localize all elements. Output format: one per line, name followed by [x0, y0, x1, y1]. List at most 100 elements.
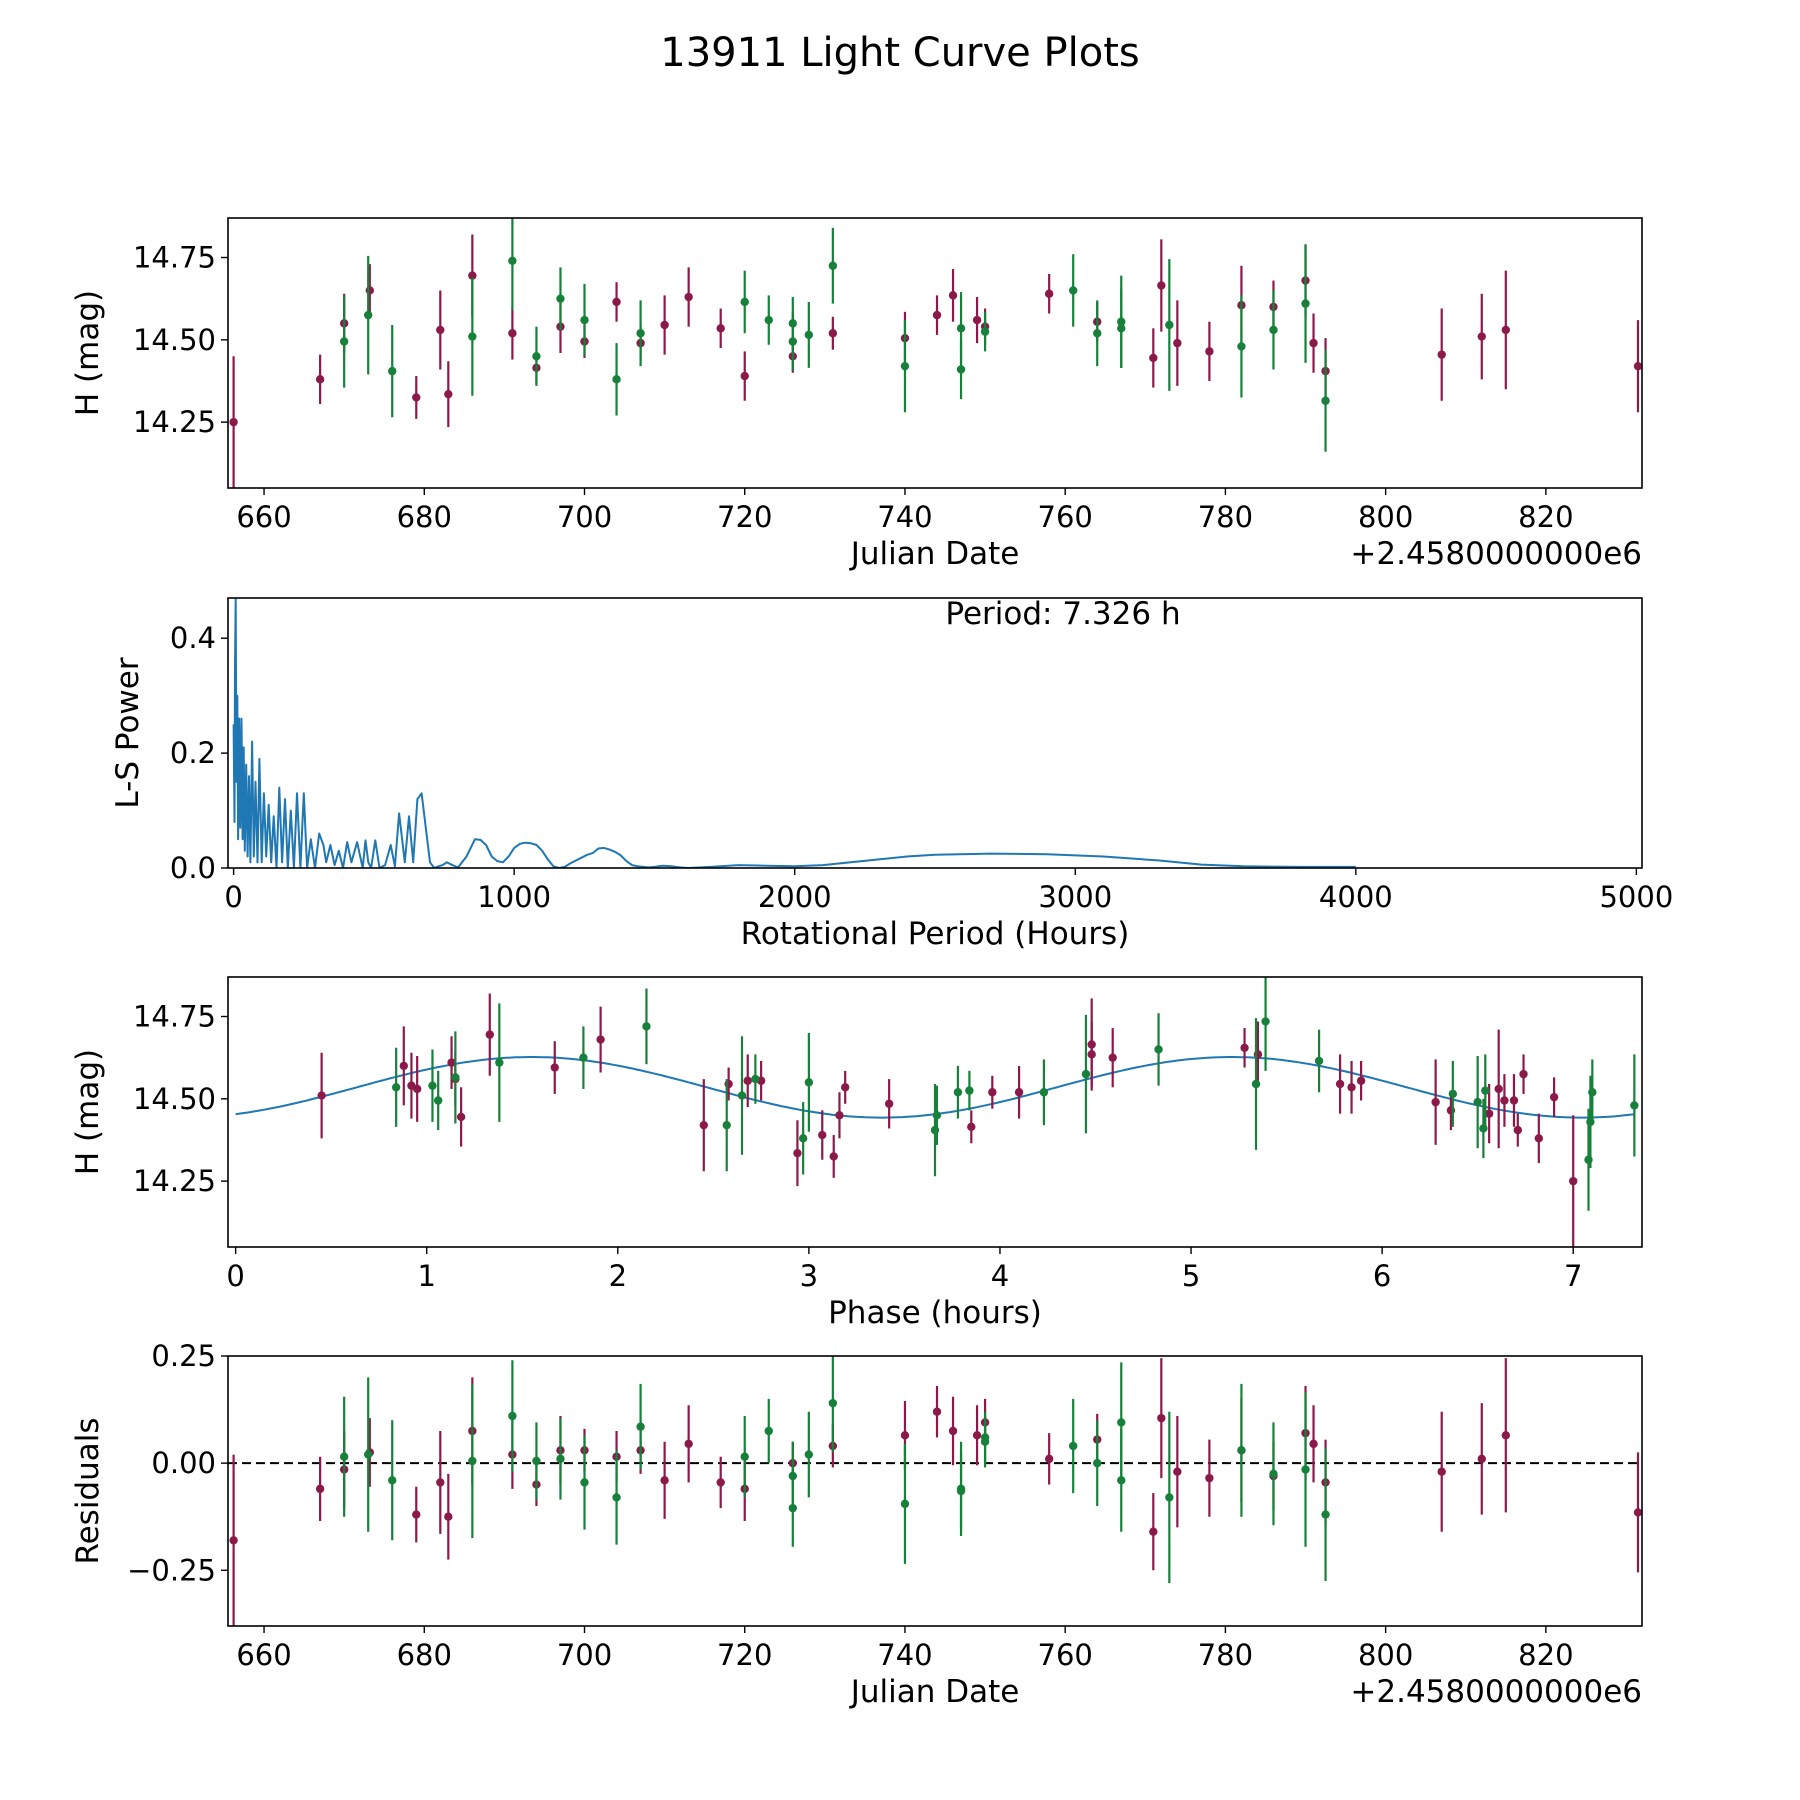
r-data-point	[444, 1512, 453, 1521]
g-data-point	[737, 1091, 747, 1100]
r-data-point	[596, 1035, 605, 1044]
r-data-point	[1173, 338, 1182, 348]
x-tick-label: 700	[557, 1638, 612, 1672]
g-data-point	[532, 352, 541, 361]
g-data-point	[828, 261, 838, 270]
x-tick-label: 780	[1198, 1638, 1253, 1672]
y-tick-label: 0.0	[170, 851, 216, 885]
g-data-point	[740, 1452, 749, 1461]
x-tick-label: 0	[224, 880, 242, 914]
r-data-point	[699, 1120, 708, 1130]
g-data-point	[1588, 1088, 1597, 1097]
r-data-point	[412, 1510, 421, 1519]
g-data-point	[495, 1058, 504, 1067]
g-data-point	[980, 327, 990, 336]
x-tick-label: 3	[800, 1259, 818, 1293]
g-data-point	[722, 1120, 731, 1130]
r-data-point	[1569, 1176, 1578, 1186]
r-data-point	[1500, 1096, 1509, 1105]
x-tick-label: 680	[397, 500, 452, 534]
residuals-axes-frame	[227, 1355, 1643, 1627]
g-band-series	[391, 977, 1639, 1211]
periodogram-plot-area	[232, 598, 1356, 868]
g-data-point	[636, 1422, 645, 1431]
r-data-point	[229, 417, 238, 427]
r-data-point	[1437, 350, 1446, 359]
r-data-point	[229, 1536, 238, 1545]
g-data-point	[804, 1450, 814, 1459]
r-data-point	[315, 375, 325, 384]
r-data-point	[412, 393, 421, 402]
g-data-point	[468, 332, 477, 341]
g-data-point	[1093, 1458, 1102, 1468]
r-data-point	[1347, 1083, 1356, 1092]
r-data-point	[399, 1061, 408, 1071]
g-data-point	[1314, 1056, 1324, 1066]
g-data-point	[932, 1111, 942, 1120]
r-data-point	[743, 1076, 752, 1085]
r-data-point	[1431, 1097, 1440, 1107]
g-data-point	[1039, 1088, 1049, 1097]
r-data-point	[456, 1112, 466, 1122]
periodogram-panel: 0 1000 2000 3000 4000 5000 0.0 0.2 0.4 Rotational…	[110, 596, 1673, 952]
g-data-point	[1251, 1079, 1261, 1089]
r-data-point	[660, 320, 669, 330]
r-data-point	[948, 291, 958, 300]
y-tick-label: 0.00	[151, 1446, 216, 1480]
x-axis-label: Rotational Period (Hours)	[741, 916, 1130, 952]
r-data-point	[1484, 1109, 1494, 1118]
g-data-point	[388, 1476, 397, 1485]
g-data-point	[804, 1078, 814, 1087]
g-data-point	[740, 297, 749, 307]
x-tick-label: 7	[1564, 1259, 1582, 1293]
r-data-point	[317, 1091, 326, 1100]
g-data-point	[508, 1411, 517, 1421]
g-data-point	[900, 361, 910, 371]
r-data-point	[1173, 1467, 1182, 1476]
x-tick-label: 1	[417, 1259, 435, 1293]
r-data-point	[1477, 1454, 1486, 1464]
r-data-point	[1149, 1527, 1158, 1536]
r-band-series	[317, 993, 1578, 1247]
g-band-series	[339, 1356, 1330, 1584]
g-data-point	[1261, 1017, 1270, 1026]
periodogram-line	[232, 598, 1356, 868]
r-data-point	[967, 1122, 976, 1132]
x-tick-label: 0	[226, 1259, 244, 1293]
g-data-point	[468, 1456, 477, 1466]
g-data-point	[956, 365, 966, 374]
g-data-point	[612, 375, 621, 384]
r-data-point	[1044, 1454, 1054, 1464]
r-data-point	[829, 1152, 838, 1161]
g-data-point	[433, 1096, 443, 1105]
r-data-point	[1157, 281, 1166, 290]
g-data-point	[1237, 342, 1246, 351]
x-tick-label: 2000	[758, 880, 832, 914]
g-data-point	[1165, 320, 1174, 330]
g-data-point	[636, 329, 645, 338]
r-data-point	[1513, 1125, 1522, 1135]
x-tick-label: 720	[717, 1638, 772, 1672]
g-data-point	[828, 1398, 838, 1408]
x-tick-label: 820	[1518, 500, 1573, 534]
x-tick-label: 740	[877, 500, 932, 534]
r-data-point	[436, 325, 445, 335]
r-data-point	[1549, 1092, 1559, 1102]
y-axis-label: H (mag)	[70, 1049, 106, 1175]
g-data-point	[1321, 1510, 1330, 1519]
r-data-point	[444, 389, 453, 399]
g-data-point	[764, 1426, 773, 1436]
g-data-point	[1154, 1045, 1163, 1054]
g-data-point	[1473, 1097, 1482, 1107]
g-data-point	[451, 1073, 460, 1082]
g-data-point	[508, 256, 517, 266]
r-data-point	[365, 286, 375, 295]
g-data-point	[1117, 1418, 1126, 1427]
r-data-point	[1205, 1473, 1214, 1483]
g-data-point	[580, 315, 589, 325]
g-data-point	[388, 366, 397, 376]
r-data-point	[972, 315, 982, 325]
y-tick-label: 0.4	[170, 621, 216, 655]
r-data-point	[900, 1431, 910, 1440]
g-data-point	[1081, 1069, 1091, 1079]
